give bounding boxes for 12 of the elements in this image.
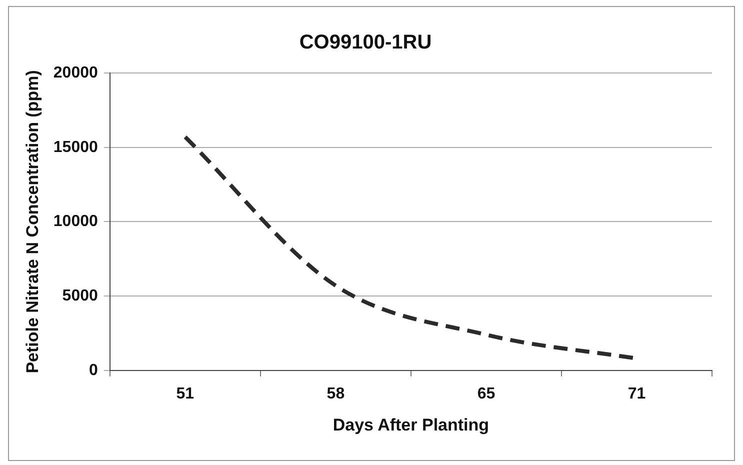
x-tick-label: 51 bbox=[176, 385, 194, 402]
y-axis-title: Petiole Nitrate N Concentration (ppm) bbox=[22, 70, 42, 374]
x-tick-label: 58 bbox=[326, 385, 345, 402]
x-axis-title: Days After Planting bbox=[332, 415, 490, 434]
x-tick-label: 71 bbox=[628, 385, 646, 402]
y-tick-label: 0 bbox=[88, 362, 98, 379]
chart-title: CO99100-1RU bbox=[299, 32, 432, 54]
y-tick-label: 10000 bbox=[53, 213, 98, 230]
y-tick-label: 20000 bbox=[53, 64, 98, 82]
x-tick-label: 65 bbox=[477, 385, 496, 402]
y-tick-label: 5000 bbox=[62, 287, 98, 304]
y-tick-label: 15000 bbox=[53, 138, 98, 156]
